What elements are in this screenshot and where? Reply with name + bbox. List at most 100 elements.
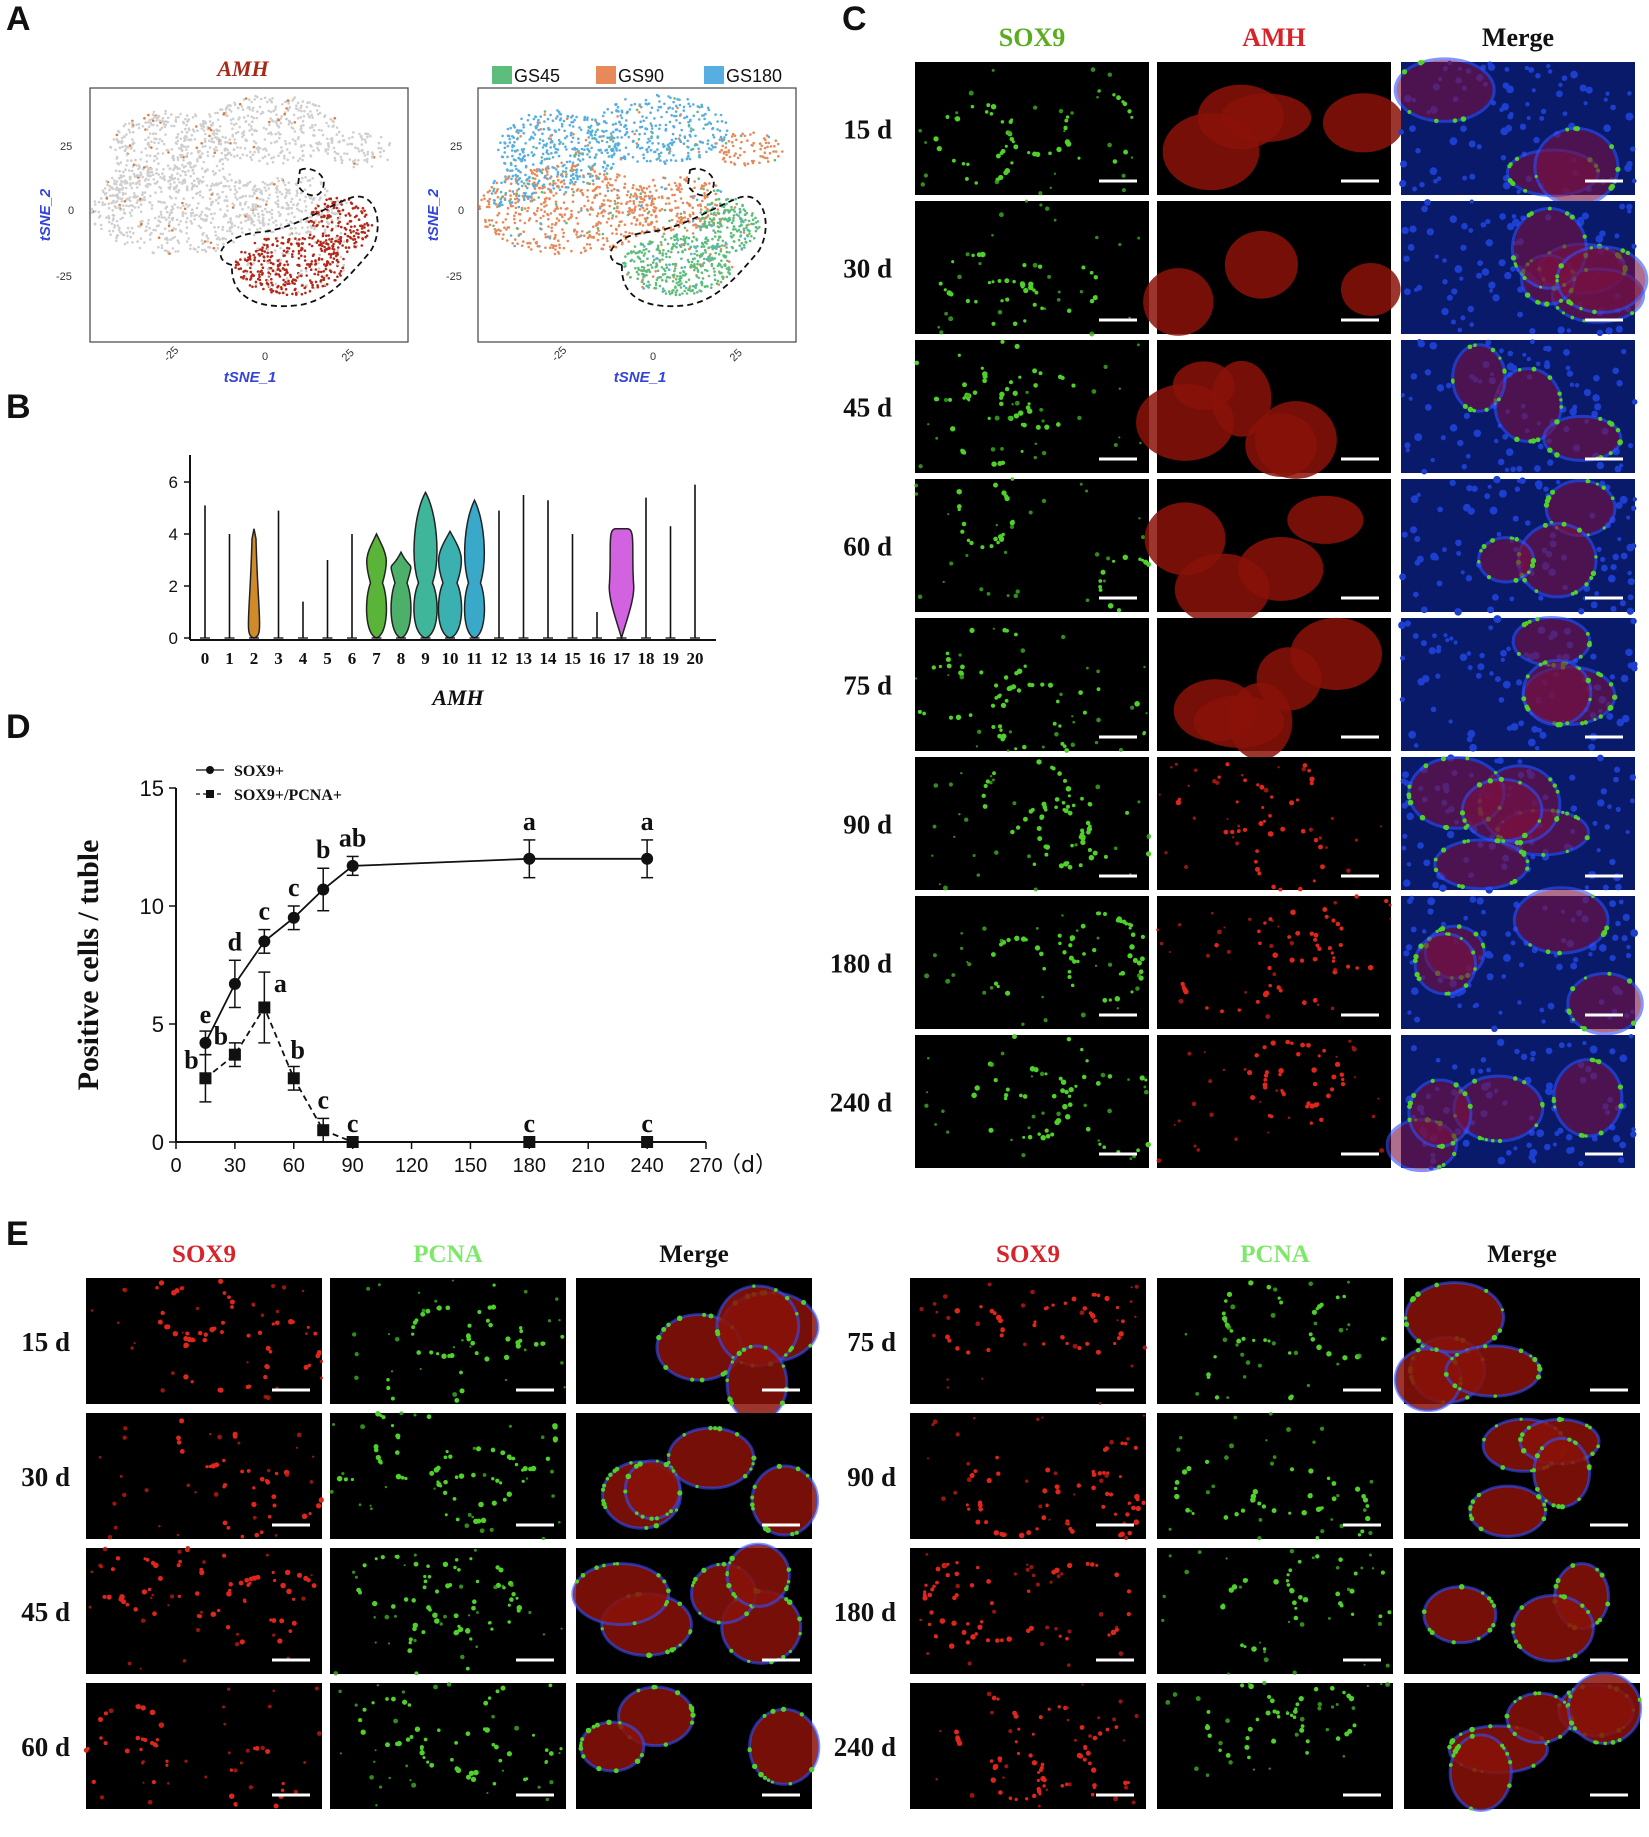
tsne-cell-point <box>665 159 668 162</box>
tsne-cell-point <box>563 136 567 140</box>
tsne-cell-point <box>132 163 136 166</box>
tsne-left-xtick-25: 25 <box>340 347 357 364</box>
tsne-cell-point <box>177 223 181 226</box>
signal-dot <box>1091 389 1097 394</box>
tsne-cell-point <box>162 175 166 178</box>
tsne-cell-point <box>284 194 288 197</box>
tsne-cell-point <box>545 196 548 200</box>
tsne-cell-point <box>520 180 523 183</box>
tsne-cell-point <box>553 237 556 240</box>
tsne-cell-point <box>288 105 292 109</box>
tsne-cell-point <box>590 118 594 121</box>
tsne-cell-point <box>546 235 550 238</box>
tsne-cell-point <box>298 232 301 236</box>
tsne-cell-point <box>717 235 721 239</box>
tsne-cell-point <box>270 212 274 216</box>
tsne-cell-point <box>609 211 612 215</box>
tsne-cell-point <box>251 212 255 215</box>
tsne-cell-point <box>276 176 279 180</box>
tsne-cell-point <box>195 206 199 210</box>
tsne-cell-point <box>201 175 205 179</box>
tsne-cell-point <box>772 150 775 153</box>
tsne-cell-point <box>352 234 356 238</box>
tsne-cell-point <box>681 292 684 295</box>
signal-dot <box>1130 156 1134 159</box>
tsne-cell-point <box>168 167 172 170</box>
tsne-cell-point <box>283 254 287 257</box>
signal-dot <box>1010 118 1014 122</box>
panel-c-header: SOX9 <box>999 23 1065 52</box>
tubule <box>1143 268 1214 336</box>
tsne-cell-point <box>648 197 651 200</box>
tsne-cell-point <box>671 193 674 197</box>
tsne-cell-point <box>682 235 685 238</box>
tsne-cell-point <box>267 197 270 200</box>
tsne-cell-point <box>290 221 294 224</box>
tsne-cell-point <box>268 183 272 186</box>
tsne-cell-point <box>608 204 611 208</box>
tsne-cell-point <box>214 249 218 253</box>
tsne-cell-point <box>733 134 737 137</box>
tsne-cell-point <box>309 219 313 223</box>
tsne-cell-point <box>635 108 639 112</box>
tsne-cell-point <box>221 228 224 232</box>
tsne-cell-point <box>290 242 293 246</box>
tsne-cell-point <box>255 147 259 150</box>
tsne-cell-point <box>239 258 242 261</box>
tsne-cell-point <box>318 198 321 202</box>
tsne-cell-point <box>531 176 535 180</box>
tsne-cell-point <box>571 136 575 140</box>
tsne-cell-point <box>244 120 248 123</box>
tsne-cell-point <box>258 188 261 191</box>
tsne-cell-point <box>564 145 567 148</box>
tsne-cell-point <box>559 207 563 210</box>
tsne-cell-point <box>126 146 130 149</box>
violin-xtick-label: 12 <box>491 649 508 668</box>
tsne-cell-point <box>214 230 217 234</box>
tsne-cell-point <box>222 175 226 179</box>
tsne-cell-point <box>738 207 742 211</box>
nucleus <box>1630 146 1636 152</box>
tsne-cell-point <box>316 223 319 227</box>
tsne-cell-point <box>665 266 669 269</box>
tsne-cell-point <box>556 115 559 118</box>
violin-shape <box>413 490 438 639</box>
tsne-cell-point <box>628 212 631 215</box>
tsne-cell-point <box>621 241 624 244</box>
tsne-cell-point <box>683 216 687 219</box>
tsne-cell-point <box>687 123 691 127</box>
tsne-cell-point <box>305 284 308 287</box>
tsne-cell-point <box>671 289 674 293</box>
tsne-cell-point <box>697 150 701 154</box>
tsne-cell-point <box>256 212 260 216</box>
tsne-cell-point <box>257 215 261 218</box>
tsne-right-frame <box>477 87 797 343</box>
tsne-cell-point <box>638 257 642 261</box>
tsne-cell-point <box>752 236 756 240</box>
tsne-cell-point <box>257 150 260 154</box>
tsne-cell-point <box>741 203 744 207</box>
tsne-cell-point <box>670 236 673 240</box>
nucleus <box>1449 137 1458 146</box>
signal-dot <box>1564 211 1570 216</box>
tsne-right-xlabel: tSNE_1 <box>614 369 667 386</box>
tsne-cell-point <box>745 224 749 227</box>
tsne-cell-point <box>227 185 231 188</box>
tsne-cell-point <box>601 237 605 240</box>
tsne-cell-point <box>741 132 744 136</box>
tsne-cell-point <box>280 115 284 118</box>
tsne-cell-point <box>754 229 758 233</box>
tsne-cell-point <box>536 244 540 248</box>
tsne-cell-point <box>607 217 610 221</box>
tsne-cell-point <box>225 204 229 208</box>
tsne-cell-point <box>522 192 526 195</box>
tsne-cell-point <box>663 144 666 148</box>
tsne-cell-point <box>93 222 97 226</box>
tsne-cell-point <box>167 222 171 226</box>
tsne-cell-point <box>292 97 295 101</box>
tsne-cell-point <box>182 145 185 148</box>
tsne-cell-point <box>684 286 688 290</box>
tsne-cell-point <box>657 196 661 199</box>
tsne-cell-point <box>121 145 124 149</box>
tsne-cell-point <box>714 198 718 201</box>
